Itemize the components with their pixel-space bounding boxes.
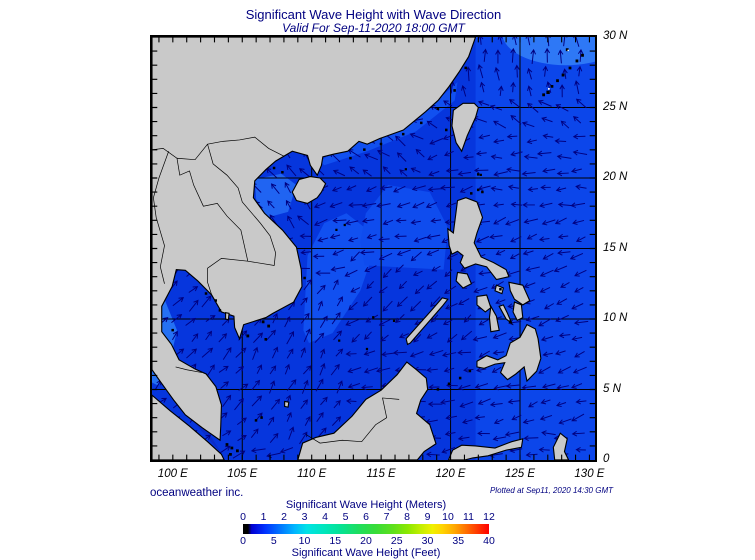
credit-oceanweather: oceanweather inc. [150, 487, 244, 499]
legend-meters-tick-2: 2 [281, 511, 287, 523]
legend-feet-tick-0: 0 [240, 535, 246, 547]
legend-feet-tick-15: 15 [329, 535, 342, 547]
plotted-timestamp: Plotted at Sep11, 2020 14:30 GMT [489, 486, 613, 495]
lon-label-130: 130 E [574, 468, 605, 480]
natuna-island [284, 400, 290, 408]
visayas-islands [455, 271, 531, 333]
land-masses [152, 37, 570, 460]
lon-label-115: 115 E [366, 468, 396, 480]
lat-label-25: 25 N [603, 100, 628, 113]
legend-feet-tick-5: 5 [270, 535, 277, 547]
lon-label-105: 105 E [227, 468, 258, 480]
sulawesi-island [447, 438, 524, 460]
legend-feet-tick-20: 20 [360, 535, 372, 547]
degree-edge-ticks [152, 37, 595, 460]
borneo-island [297, 361, 437, 460]
legend-meters-tick-8: 8 [404, 511, 410, 523]
legend-feet-tick-35: 35 [452, 535, 465, 547]
legend-meters-tick-6: 6 [363, 511, 369, 523]
legend-meters-tick-7: 7 [383, 511, 390, 523]
legend-meters-tick-5: 5 [342, 511, 349, 523]
lon-label-125: 125 E [504, 468, 536, 480]
mainland-asia [152, 37, 477, 442]
lat-label-10: 10 N [603, 312, 628, 324]
taiwan-island [451, 102, 479, 153]
legend-meters-tick-9: 9 [424, 511, 431, 523]
legend-title-meters: Significant Wave Height (Meters) [285, 499, 447, 511]
hainan-island [291, 176, 327, 204]
sumatra-island [152, 394, 225, 460]
wave-height-map [152, 37, 595, 460]
legend-meters-tick-3: 3 [301, 511, 308, 523]
legend-meters-tick-12: 12 [483, 511, 495, 523]
lon-label-110: 110 E [297, 468, 327, 480]
legend-meters-tick-1: 1 [260, 511, 267, 523]
phu-quoc-island [225, 311, 230, 321]
legend-title-feet: Significant Wave Height (Feet) [291, 547, 441, 559]
legend-feet-tick-25: 25 [390, 535, 403, 547]
lon-label-120: 120 E [435, 468, 466, 480]
legend-meters-tick-11: 11 [463, 511, 474, 523]
legend-feet-tick-30: 30 [421, 535, 434, 547]
country-borders [152, 136, 400, 444]
lat-label-20: 20 N [603, 171, 628, 183]
valid-time-subtitle: Valid For Sep-11-2020 18:00 GMT [282, 21, 465, 35]
lat-label-5: 5 N [603, 382, 621, 395]
lat-label-15: 15 N [603, 241, 628, 254]
mindanao-island [476, 323, 542, 383]
lat-label-0: 0 [603, 453, 610, 465]
legend-meters-tick-0: 0 [240, 511, 246, 523]
wave-height-colorbar [243, 524, 489, 534]
lon-label-100: 100 E [157, 468, 188, 480]
legend-meters-tick-4: 4 [322, 511, 328, 523]
page-title: Significant Wave Height with Wave Direct… [245, 7, 502, 22]
legend-feet-tick-10: 10 [298, 535, 311, 547]
palawan-island [405, 297, 449, 346]
legend-feet-tick-40: 40 [483, 535, 495, 547]
luzon-island [447, 197, 510, 281]
legend-meters-tick-10: 10 [442, 511, 454, 523]
halmahera-island [552, 432, 570, 460]
lat-label-30: 30 N [603, 30, 628, 42]
